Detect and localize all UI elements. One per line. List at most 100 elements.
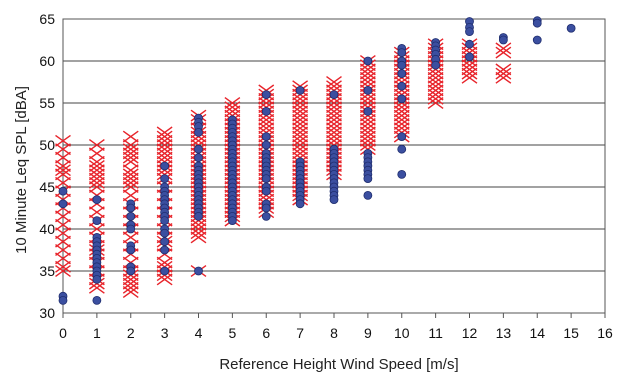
x-marker-point bbox=[122, 189, 139, 202]
x-marker-point bbox=[88, 160, 105, 172]
x-marker-point bbox=[495, 63, 512, 76]
x-tick-label: 10 bbox=[394, 325, 410, 341]
circle-marker-point bbox=[566, 23, 576, 33]
x-marker-point bbox=[495, 42, 512, 55]
x-marker-point bbox=[88, 139, 105, 151]
x-marker-point bbox=[359, 71, 376, 84]
x-marker-point bbox=[427, 92, 444, 105]
x-marker-point bbox=[292, 113, 309, 126]
circle-marker-point bbox=[465, 39, 474, 49]
circle-marker-point bbox=[126, 211, 136, 221]
x-marker-point bbox=[88, 147, 105, 160]
x-marker-point bbox=[156, 134, 173, 147]
x-marker-point bbox=[292, 147, 309, 160]
x-marker-point bbox=[224, 105, 241, 118]
x-marker-point bbox=[190, 231, 207, 244]
x-marker-point bbox=[393, 118, 410, 130]
x-marker-point bbox=[359, 67, 376, 80]
x-marker-point bbox=[461, 67, 478, 80]
x-marker-point bbox=[292, 126, 309, 139]
x-marker-point bbox=[55, 134, 71, 147]
circle-marker-point bbox=[261, 140, 271, 150]
circle-marker-point bbox=[160, 266, 170, 276]
x-marker-point bbox=[427, 71, 444, 84]
x-marker-point bbox=[359, 126, 376, 139]
x-marker-point bbox=[292, 109, 309, 122]
x-marker-point bbox=[292, 139, 309, 151]
x-marker-point bbox=[156, 130, 173, 143]
circle-marker-point bbox=[194, 211, 203, 221]
x-marker-point bbox=[359, 97, 376, 109]
x-marker-point bbox=[156, 126, 173, 139]
x-marker-point bbox=[88, 176, 105, 189]
x-marker-point bbox=[326, 109, 342, 122]
x-marker-point bbox=[359, 76, 376, 88]
x-marker-point bbox=[55, 151, 71, 164]
x-marker-point bbox=[495, 46, 512, 59]
x-marker-point bbox=[122, 143, 139, 156]
series-x-markers bbox=[55, 38, 512, 298]
circle-marker-point bbox=[363, 174, 373, 184]
x-marker-point bbox=[359, 118, 376, 130]
x-marker-point bbox=[190, 218, 207, 231]
x-tick-label: 14 bbox=[529, 325, 545, 341]
circle-marker-point bbox=[194, 266, 203, 276]
x-marker-point bbox=[55, 210, 71, 223]
x-tick-label: 1 bbox=[93, 325, 101, 341]
x-marker-point bbox=[122, 164, 139, 177]
x-marker-point bbox=[326, 126, 342, 139]
x-marker-point bbox=[427, 88, 444, 101]
x-marker-point bbox=[393, 109, 410, 122]
x-marker-point bbox=[292, 130, 309, 143]
circle-marker-point bbox=[397, 144, 407, 154]
x-marker-point bbox=[326, 130, 342, 143]
x-marker-point bbox=[156, 273, 173, 286]
x-marker-point bbox=[427, 67, 444, 80]
x-marker-point bbox=[326, 76, 342, 88]
circle-marker-point bbox=[397, 94, 407, 104]
y-tick-label: 45 bbox=[39, 179, 55, 195]
x-marker-point bbox=[55, 218, 71, 231]
circle-marker-point bbox=[397, 81, 407, 91]
circle-marker-point bbox=[295, 86, 305, 95]
x-marker-point bbox=[55, 168, 71, 181]
y-tick-label: 60 bbox=[39, 53, 55, 69]
series-circle-markers bbox=[58, 16, 576, 305]
x-marker-point bbox=[359, 139, 376, 151]
circle-marker-point bbox=[92, 274, 102, 284]
x-marker-point bbox=[224, 97, 241, 109]
circle-marker-point bbox=[58, 295, 68, 305]
x-marker-point bbox=[122, 139, 139, 151]
x-tick-label: 13 bbox=[496, 325, 512, 341]
x-marker-point bbox=[326, 80, 342, 93]
x-marker-point bbox=[326, 134, 342, 147]
x-marker-point bbox=[427, 84, 444, 97]
circle-marker-point bbox=[261, 203, 271, 213]
x-marker-point bbox=[88, 206, 105, 219]
circle-marker-point bbox=[498, 35, 508, 45]
x-marker-point bbox=[88, 181, 105, 193]
x-tick-label: 4 bbox=[195, 325, 203, 341]
x-marker-point bbox=[55, 260, 71, 273]
x-axis-title: Reference Height Wind Speed [m/s] bbox=[219, 356, 458, 372]
circle-marker-point bbox=[126, 266, 136, 276]
x-marker-point bbox=[359, 92, 376, 105]
x-marker-point bbox=[55, 176, 71, 189]
circle-marker-point bbox=[227, 216, 237, 226]
circle-marker-point bbox=[261, 174, 271, 184]
circle-marker-point bbox=[363, 86, 373, 95]
circle-marker-point bbox=[532, 35, 542, 45]
x-marker-point bbox=[88, 168, 105, 181]
circle-marker-point bbox=[261, 90, 271, 99]
x-tick-label: 16 bbox=[597, 325, 613, 341]
x-marker-point bbox=[190, 227, 207, 240]
circle-marker-point bbox=[126, 224, 136, 234]
x-marker-point bbox=[156, 151, 173, 164]
circle-marker-point bbox=[329, 90, 339, 99]
circle-marker-point bbox=[431, 60, 441, 70]
x-tick-label: 8 bbox=[330, 325, 338, 341]
circle-marker-point bbox=[363, 190, 373, 200]
circle-marker-point bbox=[363, 107, 373, 116]
x-marker-point bbox=[122, 281, 139, 294]
x-marker-point bbox=[55, 143, 71, 156]
